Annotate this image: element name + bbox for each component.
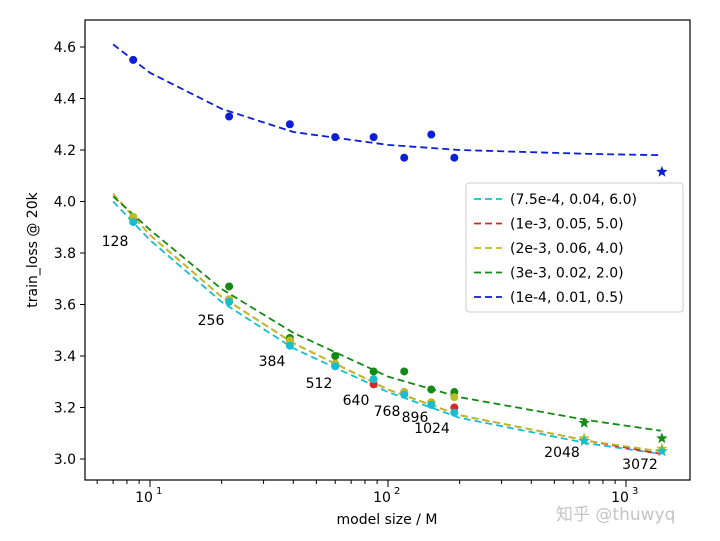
star-point — [578, 416, 590, 428]
legend-entry: (2e-3, 0.06, 4.0) — [510, 241, 624, 257]
legend-entry: (1e-3, 0.05, 5.0) — [510, 217, 624, 233]
legend-entry: (7.5e-4, 0.04, 6.0) — [510, 192, 637, 208]
data-point — [400, 153, 409, 162]
fit-line-2 — [112, 193, 661, 453]
x-axis-label: model size / M — [337, 512, 438, 528]
data-point — [450, 393, 459, 402]
point-annotation: 512 — [306, 376, 333, 392]
fit-line-0 — [112, 200, 661, 455]
x-tick-label: 10 — [135, 490, 153, 506]
data-point — [400, 367, 409, 376]
data-point — [129, 55, 138, 64]
data-point — [285, 341, 294, 350]
data-point — [225, 297, 234, 306]
point-annotation: 2048 — [544, 445, 580, 461]
y-tick-label: 3.6 — [54, 298, 76, 314]
x-tick-exponent: 2 — [394, 486, 400, 497]
star-point — [578, 435, 590, 446]
data-point — [285, 120, 294, 129]
point-annotation: 1024 — [414, 421, 450, 437]
star-point — [656, 432, 668, 444]
point-annotation: 640 — [343, 393, 370, 409]
y-tick-label: 3.2 — [54, 401, 76, 417]
point-annotation: 768 — [374, 404, 401, 420]
point-annotation: 128 — [102, 234, 129, 250]
x-tick-label: 10 — [611, 490, 629, 506]
x-tick-exponent: 3 — [632, 486, 638, 497]
axes: 3.03.23.43.63.84.04.24.44.610 1 10 2 10 3 — [54, 40, 639, 506]
y-axis-label: train_loss @ 20k — [25, 191, 41, 307]
data-point — [369, 375, 378, 384]
data-point — [331, 352, 340, 360]
point-annotation: 896 — [402, 410, 429, 426]
y-tick-label: 4.4 — [54, 92, 76, 108]
data-point — [400, 390, 409, 399]
legend-entry: (1e-4, 0.01, 0.5) — [510, 290, 624, 306]
x-tick-label: 10 — [373, 490, 391, 506]
data-point — [331, 133, 340, 142]
watermark: 知乎 @thuwyq — [556, 505, 675, 525]
legend-box — [465, 182, 684, 313]
star-point — [656, 165, 668, 177]
y-tick-label: 4.2 — [54, 143, 76, 159]
data-point — [225, 112, 234, 121]
y-tick-label: 3.8 — [54, 246, 76, 262]
data-point — [331, 362, 340, 371]
point-annotation: 256 — [198, 313, 225, 329]
legend-entry: (3e-3, 0.02, 2.0) — [510, 266, 624, 282]
legend: (7.5e-4, 0.04, 6.0) (1e-3, 0.05, 5.0) (2e-… — [465, 182, 684, 313]
x-tick-exponent: 1 — [156, 486, 162, 497]
y-tick-label: 3.0 — [54, 452, 76, 468]
data-point — [450, 408, 459, 417]
data-point — [427, 385, 436, 394]
point-annotation: 384 — [259, 354, 286, 370]
data-point — [427, 130, 436, 139]
star-point — [656, 445, 668, 457]
y-tick-label: 4.6 — [54, 40, 76, 56]
data-point — [225, 282, 234, 291]
data-point — [369, 133, 378, 142]
y-tick-label: 4.0 — [54, 195, 76, 211]
data-point — [427, 400, 436, 409]
data-point — [369, 367, 378, 376]
fit-line-3 — [112, 195, 661, 432]
fit-line-4 — [112, 43, 661, 157]
data-point — [129, 218, 138, 227]
data-point — [450, 153, 459, 162]
y-tick-label: 3.4 — [54, 349, 76, 365]
point-annotation: 3072 — [622, 457, 658, 473]
